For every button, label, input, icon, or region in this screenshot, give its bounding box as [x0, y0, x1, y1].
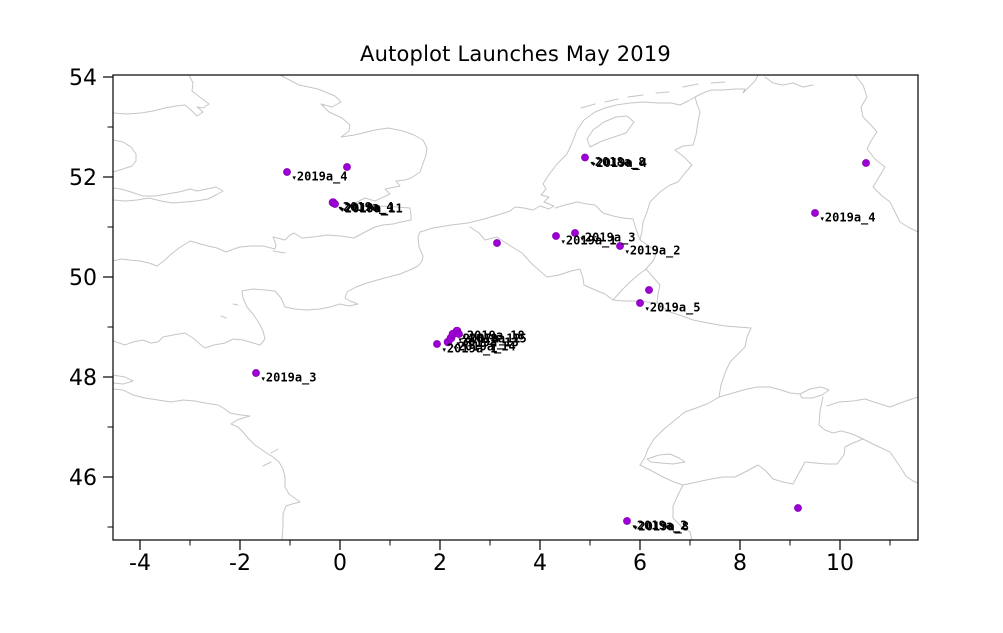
data-point[interactable]: [862, 159, 870, 167]
data-point[interactable]: [623, 517, 631, 525]
coastline-brittany-tip: [113, 374, 134, 385]
data-point[interactable]: [636, 299, 644, 307]
coastline-nw-england: [113, 75, 210, 117]
border-germany-austria: [826, 396, 918, 408]
map-outlines: [113, 75, 918, 540]
data-point[interactable]: [283, 168, 291, 176]
data-point-label: ▾2019a_2: [632, 519, 688, 534]
data-point-labels-layer: ▾2019a_4▾2019a_4▾2018a_1▾2019a_11▾2018a_…: [261, 155, 876, 534]
data-points-layer: [252, 153, 870, 525]
data-point[interactable]: [331, 200, 339, 208]
data-point[interactable]: [455, 330, 463, 338]
frisian-islands: [580, 81, 726, 109]
border-italy-austria: [862, 438, 918, 484]
data-point[interactable]: [645, 286, 653, 294]
data-point-label: ▾2019a_4: [338, 200, 394, 215]
lake-ijsselmeer: [586, 115, 635, 148]
data-point-label: ▾2019a_1: [561, 234, 617, 249]
data-point[interactable]: [581, 153, 589, 162]
lake-constance: [799, 386, 830, 399]
data-point[interactable]: [571, 229, 579, 237]
border-germany-east: [854, 75, 918, 233]
data-point-label: ▾2019a_4: [820, 211, 876, 226]
data-point-label: ▾2019a_8: [633, 519, 689, 534]
data-point-label: ▾2019a_4: [292, 170, 348, 185]
border-switzerland-north: [718, 386, 801, 398]
lake-geneva: [646, 453, 686, 465]
border-france-belgium: [469, 226, 614, 301]
coastline-britain-east: [113, 75, 428, 267]
x-tick-label: 10: [826, 551, 854, 576]
border-switzerland-west: [639, 396, 720, 466]
data-point-label: ▾2019a_3: [580, 231, 636, 246]
data-point-label: ▾2018a_8: [590, 155, 646, 170]
data-point-label: ▾2019a_11: [340, 202, 403, 217]
x-tick-label: 2: [433, 551, 447, 576]
border-belgium-germany: [639, 239, 658, 270]
coastline-wales-west: [113, 139, 137, 173]
coastline-bristol-channel: [113, 186, 224, 204]
x-tick-label: 0: [333, 551, 347, 576]
border-luxembourg: [612, 268, 661, 304]
y-tick-label: 54: [69, 66, 97, 91]
x-tick-label: 8: [733, 551, 747, 576]
data-point-label: ▾2019a_18: [462, 329, 525, 344]
border-netherlands-germany: [639, 96, 701, 241]
data-point[interactable]: [493, 239, 501, 247]
x-tick-label: 6: [633, 551, 647, 576]
data-point-label: ▾2019a_3: [261, 371, 317, 386]
axis-ticks: [103, 76, 891, 550]
data-point-label: ▾2019a_14: [453, 340, 516, 355]
border-belgium-netherlands: [554, 201, 641, 241]
data-point-label: ▾2019a_1: [442, 342, 498, 357]
data-point-label: ▾2019a_2: [625, 244, 681, 259]
data-point[interactable]: [552, 232, 560, 240]
border-switzerland-austria: [818, 396, 824, 426]
plot-frame: [112, 74, 919, 541]
data-point[interactable]: [811, 209, 819, 217]
x-tick-label: -4: [129, 551, 151, 576]
x-tick-label: 4: [533, 551, 547, 576]
coastline-schleswig: [764, 76, 814, 88]
data-point[interactable]: [616, 242, 624, 250]
border-austria-south: [818, 424, 864, 440]
border-france-italy: [639, 464, 693, 540]
data-point-label: ▾2019a_13: [456, 336, 519, 351]
y-tick-label: 46: [69, 466, 97, 491]
y-tick-label: 52: [69, 166, 97, 191]
border-switzerland-italy: [682, 438, 864, 486]
coastline-biscay: [113, 388, 301, 540]
data-point-label: ▾2007a_12: [458, 332, 521, 347]
plot-title: Autoplot Launches May 2019: [360, 42, 671, 66]
coastline-continent-north: [113, 75, 759, 349]
data-point[interactable]: [252, 369, 260, 377]
data-point[interactable]: [794, 504, 802, 512]
data-point-label: ▾2018a_1: [339, 201, 395, 216]
x-tick-label: -2: [229, 551, 251, 576]
small-islands: [220, 250, 286, 467]
data-point-label: ▾2019a_5: [645, 301, 701, 316]
data-point[interactable]: [343, 163, 351, 171]
y-tick-label: 48: [69, 366, 97, 391]
data-point[interactable]: [433, 340, 441, 348]
data-point-label: ▾2019a_4: [591, 156, 647, 171]
data-point-label: ▾2019a_15: [464, 332, 527, 347]
border-france-germany: [656, 302, 752, 398]
y-tick-label: 50: [69, 266, 97, 291]
